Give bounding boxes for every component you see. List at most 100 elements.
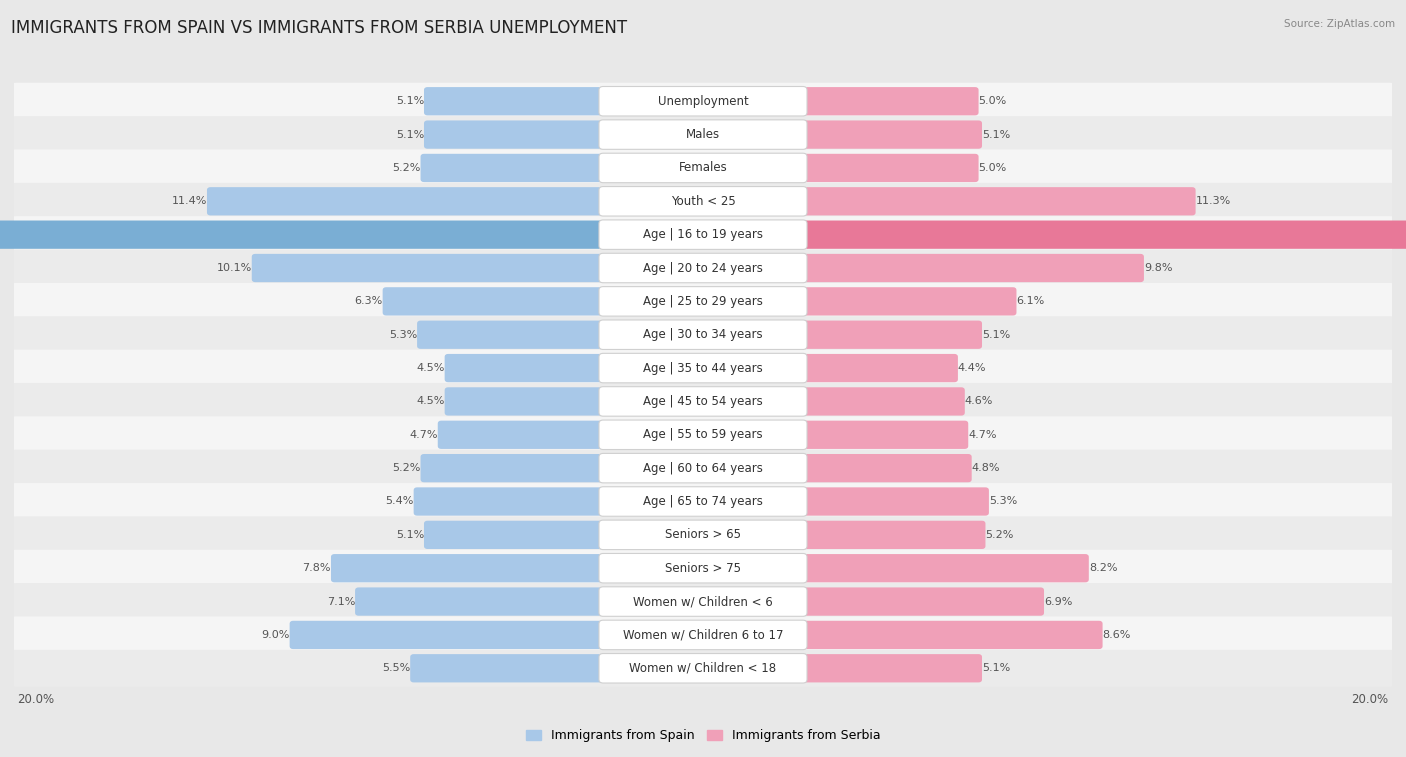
Text: 10.1%: 10.1% <box>217 263 252 273</box>
Text: Males: Males <box>686 128 720 141</box>
Text: 5.2%: 5.2% <box>392 463 420 473</box>
Text: 11.3%: 11.3% <box>1195 196 1230 207</box>
FancyBboxPatch shape <box>444 354 606 382</box>
FancyBboxPatch shape <box>10 149 1396 186</box>
FancyBboxPatch shape <box>800 587 1045 615</box>
FancyBboxPatch shape <box>10 650 1396 687</box>
Text: 5.1%: 5.1% <box>981 129 1011 139</box>
FancyBboxPatch shape <box>800 354 957 382</box>
Text: 4.7%: 4.7% <box>969 430 997 440</box>
FancyBboxPatch shape <box>800 287 1017 316</box>
Text: Females: Females <box>679 161 727 174</box>
FancyBboxPatch shape <box>800 388 965 416</box>
Legend: Immigrants from Spain, Immigrants from Serbia: Immigrants from Spain, Immigrants from S… <box>526 729 880 742</box>
Text: Age | 30 to 34 years: Age | 30 to 34 years <box>643 329 763 341</box>
Text: 8.6%: 8.6% <box>1102 630 1130 640</box>
Text: 5.3%: 5.3% <box>988 497 1017 506</box>
FancyBboxPatch shape <box>599 453 807 483</box>
FancyBboxPatch shape <box>800 220 1406 249</box>
FancyBboxPatch shape <box>10 616 1396 653</box>
FancyBboxPatch shape <box>10 116 1396 153</box>
Text: IMMIGRANTS FROM SPAIN VS IMMIGRANTS FROM SERBIA UNEMPLOYMENT: IMMIGRANTS FROM SPAIN VS IMMIGRANTS FROM… <box>11 19 627 37</box>
FancyBboxPatch shape <box>444 388 606 416</box>
FancyBboxPatch shape <box>800 320 981 349</box>
FancyBboxPatch shape <box>252 254 606 282</box>
Text: 5.5%: 5.5% <box>382 663 411 673</box>
FancyBboxPatch shape <box>290 621 606 649</box>
Text: 4.5%: 4.5% <box>416 363 444 373</box>
FancyBboxPatch shape <box>599 86 807 116</box>
Text: 5.2%: 5.2% <box>392 163 420 173</box>
FancyBboxPatch shape <box>418 320 606 349</box>
Text: 4.4%: 4.4% <box>957 363 987 373</box>
FancyBboxPatch shape <box>10 250 1396 286</box>
FancyBboxPatch shape <box>420 454 606 482</box>
Text: Age | 45 to 54 years: Age | 45 to 54 years <box>643 395 763 408</box>
FancyBboxPatch shape <box>10 516 1396 553</box>
Text: Source: ZipAtlas.com: Source: ZipAtlas.com <box>1284 19 1395 29</box>
FancyBboxPatch shape <box>10 350 1396 387</box>
Text: 5.0%: 5.0% <box>979 163 1007 173</box>
FancyBboxPatch shape <box>599 387 807 416</box>
Text: Women w/ Children < 6: Women w/ Children < 6 <box>633 595 773 608</box>
FancyBboxPatch shape <box>599 153 807 182</box>
FancyBboxPatch shape <box>10 217 1396 253</box>
FancyBboxPatch shape <box>599 520 807 550</box>
Text: 6.1%: 6.1% <box>1017 297 1045 307</box>
FancyBboxPatch shape <box>382 287 606 316</box>
FancyBboxPatch shape <box>10 283 1396 319</box>
FancyBboxPatch shape <box>599 587 807 616</box>
Text: Age | 16 to 19 years: Age | 16 to 19 years <box>643 228 763 241</box>
FancyBboxPatch shape <box>800 154 979 182</box>
FancyBboxPatch shape <box>800 187 1195 216</box>
FancyBboxPatch shape <box>599 186 807 216</box>
FancyBboxPatch shape <box>425 87 606 115</box>
FancyBboxPatch shape <box>411 654 606 682</box>
FancyBboxPatch shape <box>599 653 807 683</box>
Text: 9.8%: 9.8% <box>1144 263 1173 273</box>
FancyBboxPatch shape <box>599 120 807 149</box>
FancyBboxPatch shape <box>425 521 606 549</box>
Text: Age | 55 to 59 years: Age | 55 to 59 years <box>643 428 763 441</box>
Text: 9.0%: 9.0% <box>262 630 290 640</box>
FancyBboxPatch shape <box>599 220 807 249</box>
FancyBboxPatch shape <box>10 316 1396 354</box>
Text: 4.5%: 4.5% <box>416 397 444 407</box>
FancyBboxPatch shape <box>10 550 1396 587</box>
FancyBboxPatch shape <box>800 521 986 549</box>
Text: 4.6%: 4.6% <box>965 397 993 407</box>
FancyBboxPatch shape <box>599 487 807 516</box>
FancyBboxPatch shape <box>599 553 807 583</box>
Text: 6.3%: 6.3% <box>354 297 382 307</box>
Text: Unemployment: Unemployment <box>658 95 748 107</box>
FancyBboxPatch shape <box>10 583 1396 620</box>
Text: 5.3%: 5.3% <box>389 330 418 340</box>
FancyBboxPatch shape <box>800 87 979 115</box>
FancyBboxPatch shape <box>599 254 807 283</box>
Text: Age | 25 to 29 years: Age | 25 to 29 years <box>643 295 763 308</box>
Text: 5.1%: 5.1% <box>395 530 425 540</box>
Text: Women w/ Children < 18: Women w/ Children < 18 <box>630 662 776 674</box>
FancyBboxPatch shape <box>10 483 1396 520</box>
FancyBboxPatch shape <box>10 383 1396 420</box>
Text: Seniors > 75: Seniors > 75 <box>665 562 741 575</box>
Text: Age | 60 to 64 years: Age | 60 to 64 years <box>643 462 763 475</box>
FancyBboxPatch shape <box>800 120 981 148</box>
FancyBboxPatch shape <box>800 554 1088 582</box>
Text: 6.9%: 6.9% <box>1045 597 1073 606</box>
FancyBboxPatch shape <box>800 254 1144 282</box>
Text: 5.0%: 5.0% <box>979 96 1007 106</box>
FancyBboxPatch shape <box>800 654 981 682</box>
FancyBboxPatch shape <box>420 154 606 182</box>
Text: 5.1%: 5.1% <box>981 330 1011 340</box>
Text: 5.1%: 5.1% <box>395 96 425 106</box>
Text: 20.0%: 20.0% <box>17 693 55 706</box>
FancyBboxPatch shape <box>599 354 807 383</box>
Text: 5.4%: 5.4% <box>385 497 413 506</box>
FancyBboxPatch shape <box>10 416 1396 453</box>
FancyBboxPatch shape <box>10 183 1396 220</box>
Text: 4.8%: 4.8% <box>972 463 1000 473</box>
Text: 4.7%: 4.7% <box>409 430 437 440</box>
Text: 7.8%: 7.8% <box>302 563 330 573</box>
FancyBboxPatch shape <box>10 83 1396 120</box>
